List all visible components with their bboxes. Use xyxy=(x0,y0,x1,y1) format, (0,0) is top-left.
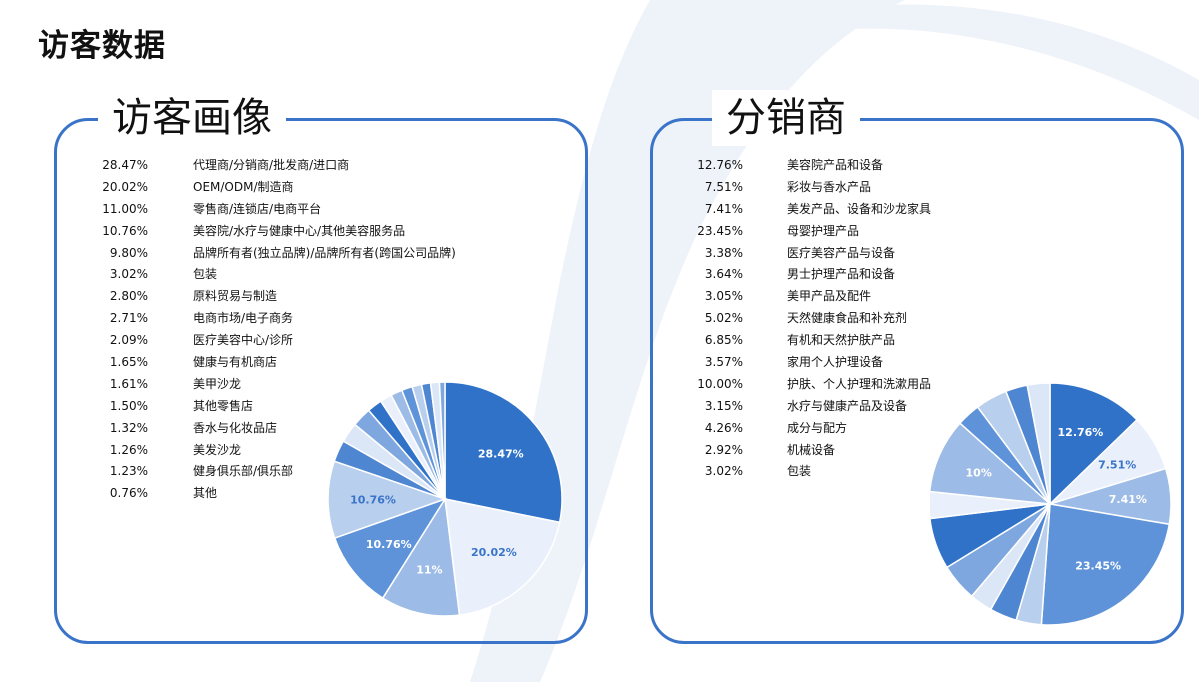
legend-label: 健身俱乐部/俱乐部 xyxy=(193,464,294,479)
legend-percent: 3.05% xyxy=(704,289,743,304)
legend-percent: 10.00% xyxy=(697,376,743,391)
visitor-profile-panel: 访客画像 28.47% 代理商/分销商/批发商/进口商 20.02% OEM/ODM/… xyxy=(54,90,588,644)
legend-percent: 2.09% xyxy=(109,333,148,348)
legend-label: 医疗美容产品与设备 xyxy=(787,245,896,260)
pie-slice xyxy=(438,381,446,500)
distributor-panel-frame xyxy=(650,118,1184,644)
pie-slice xyxy=(381,496,461,617)
visitor-pie-chart: 28.47% 20.02% 11% 10.76% 10.76% xyxy=(327,381,563,617)
legend-label: 美容院/水疗与健康中心/其他美容服务品 xyxy=(193,223,406,238)
legend-label: 护肤、个人护理和洗漱用品 xyxy=(787,376,932,391)
legend-percent: 2.71% xyxy=(109,311,148,326)
pie-slice-label: 10.76% xyxy=(350,493,396,506)
pie-slice-label: 12.76% xyxy=(1058,426,1104,439)
legend-label: 医疗美容中心/诊所 xyxy=(193,333,294,348)
legend-label: 包装 xyxy=(193,267,218,282)
legend-percent: 2.80% xyxy=(109,289,148,304)
legend-label: 电商市场/电子商务 xyxy=(193,311,294,326)
legend-percent: 0.76% xyxy=(109,486,148,501)
legend-label: 天然健康食品和补充剂 xyxy=(787,311,908,326)
legend-percent: 3.38% xyxy=(704,245,743,260)
pie-slice xyxy=(333,497,447,600)
legend-label: 彩妆与香水产品 xyxy=(787,179,872,194)
legend-label: 美发沙龙 xyxy=(193,442,242,457)
legend-label: 香水与化妆品店 xyxy=(193,420,278,435)
legend-percent: 4.26% xyxy=(704,420,743,435)
pie-slice xyxy=(444,381,563,524)
pie-slice-label: 7.41% xyxy=(1109,493,1147,506)
legend-label: 成分与配方 xyxy=(787,420,848,435)
legend-label: 美容院产品和设备 xyxy=(787,158,884,172)
pie-slice xyxy=(928,422,1053,505)
pie-slice-label: 20.02% xyxy=(471,546,517,559)
pie-slice-label: 11% xyxy=(416,563,442,576)
legend-label: 品牌所有者(独立品牌)/品牌所有者(跨国公司品牌) xyxy=(193,245,456,260)
legend-label: 代理商/分销商/批发商/进口商 xyxy=(193,158,350,172)
legend-label: 美发产品、设备和沙龙家具 xyxy=(787,201,932,216)
pie-slice-label: 28.47% xyxy=(478,447,524,460)
visitor-panel-frame xyxy=(54,118,588,644)
legend-label: 男士护理产品和设备 xyxy=(787,267,896,282)
legend-label: 家用个人护理设备 xyxy=(787,355,884,370)
pie-slice xyxy=(444,498,561,616)
legend-label: 零售商/连锁店/电商平台 xyxy=(193,201,322,216)
pie-slice xyxy=(1049,382,1139,506)
legend-label: 包装 xyxy=(787,464,812,479)
legend-label: 母婴护理产品 xyxy=(787,223,860,238)
legend-percent: 12.76% xyxy=(697,158,743,172)
legend-label: 其他零售店 xyxy=(193,398,254,413)
legend-percent: 6.85% xyxy=(704,333,743,348)
legend-label: 原料贸易与制造 xyxy=(193,289,278,304)
legend-percent: 3.02% xyxy=(704,464,743,479)
pie-slice xyxy=(1040,503,1171,626)
legend-percent: 3.15% xyxy=(704,398,743,413)
legend-label: 有机和天然护肤产品 xyxy=(787,333,896,348)
distributor-panel: 分销商 12.76% 美容院产品和设备 7.51% 彩妆与香水产品 7.41% 美发产品、… xyxy=(650,90,1184,644)
legend-label: 其他 xyxy=(193,486,218,501)
legend-percent: 28.47% xyxy=(102,158,148,172)
legend-percent: 1.50% xyxy=(109,398,148,413)
legend-label: 水疗与健康产品及设备 xyxy=(787,398,908,413)
distributor-pie-chart: 12.76% 7.51% 7.41% 23.45% 10% xyxy=(928,382,1172,626)
legend-percent: 23.45% xyxy=(697,223,743,238)
pie-slice xyxy=(1026,382,1051,505)
pie-slice-label: 23.45% xyxy=(1075,559,1121,572)
legend-percent: 9.80% xyxy=(109,245,148,260)
legend-percent: 5.02% xyxy=(704,311,743,326)
legend-percent: 7.41% xyxy=(704,201,743,216)
legend-percent: 1.61% xyxy=(109,376,148,391)
legend-percent: 20.02% xyxy=(102,179,148,194)
legend-label: 健康与有机商店 xyxy=(193,355,278,370)
pie-slice-label: 7.51% xyxy=(1098,458,1136,471)
legend-percent: 3.57% xyxy=(704,355,743,370)
page-title: 访客数据 xyxy=(38,28,166,64)
legend-label: 机械设备 xyxy=(787,442,836,457)
pie-slice-label: 10% xyxy=(966,466,992,479)
legend-percent: 3.02% xyxy=(109,267,148,282)
legend-percent: 1.26% xyxy=(109,442,148,457)
legend-label: 美甲产品及配件 xyxy=(787,289,872,304)
pie-slice-label: 10.76% xyxy=(366,538,412,551)
legend-percent: 1.23% xyxy=(109,464,148,479)
legend-percent: 7.51% xyxy=(704,179,743,194)
legend-label: OEM/ODM/制造商 xyxy=(193,179,294,194)
legend-label: 美甲沙龙 xyxy=(193,376,242,391)
legend-percent: 3.64% xyxy=(704,267,743,282)
legend-percent: 1.32% xyxy=(109,420,148,435)
legend-percent: 10.76% xyxy=(102,223,148,238)
pie-slice xyxy=(327,460,448,540)
legend-percent: 2.92% xyxy=(704,442,743,457)
legend-percent: 1.65% xyxy=(109,355,148,370)
legend-percent: 11.00% xyxy=(102,201,148,216)
distributor-panel-title: 分销商 xyxy=(712,90,860,146)
visitor-panel-title: 访客画像 xyxy=(98,90,286,146)
